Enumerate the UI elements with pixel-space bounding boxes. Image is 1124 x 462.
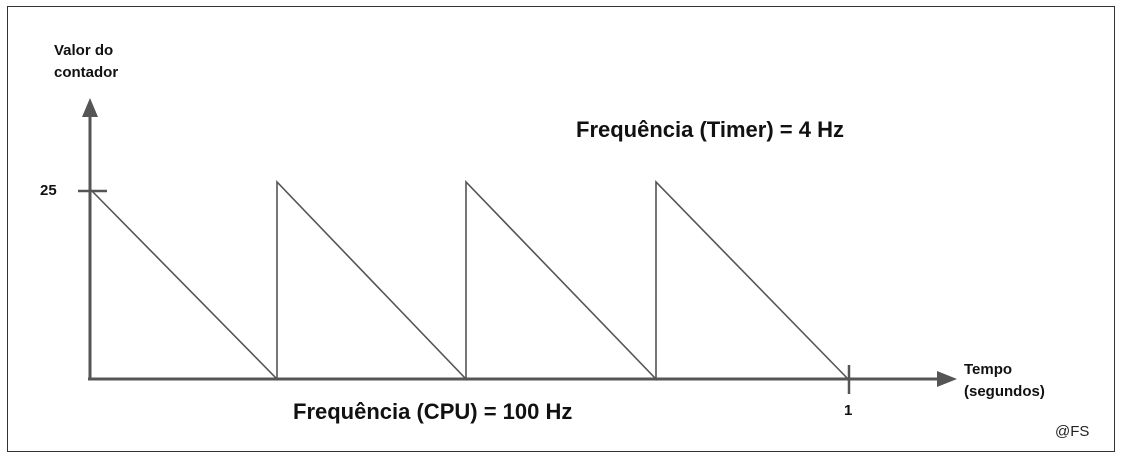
y-axis-label-line2: contador bbox=[54, 64, 119, 81]
x-axis-label-line1: Tempo bbox=[964, 361, 1013, 378]
x-tick-label: 1 bbox=[844, 402, 853, 419]
cpu-frequency-label: Frequência (CPU) = 100 Hz bbox=[293, 399, 573, 424]
x-axis-label-line2: (segundos) bbox=[964, 383, 1045, 400]
x-axis-arrow-icon bbox=[937, 371, 957, 387]
counter-sawtooth-line bbox=[89, 180, 849, 381]
timer-frequency-label: Frequência (Timer) = 4 Hz bbox=[576, 117, 844, 142]
y-axis-arrow-icon bbox=[82, 98, 98, 117]
y-tick-label: 25 bbox=[40, 182, 57, 199]
y-axis-label-line1: Valor do bbox=[54, 42, 114, 59]
diagram-frame bbox=[7, 6, 1115, 452]
credit-text: @FS bbox=[1055, 423, 1090, 440]
